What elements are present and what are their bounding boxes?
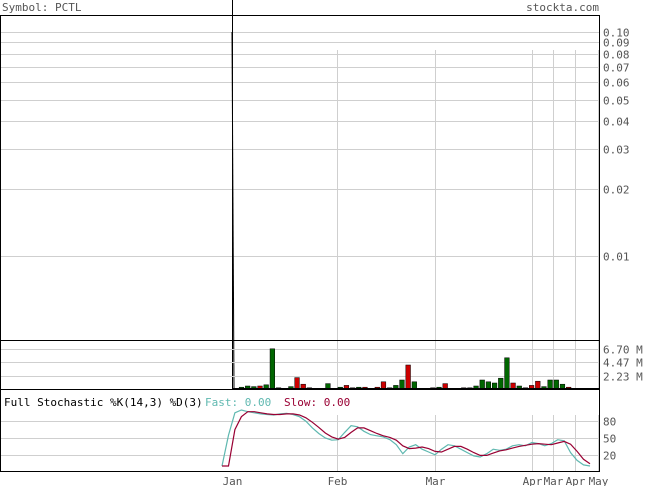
volume-bar (498, 377, 504, 390)
volume-bar (269, 348, 275, 390)
stochastic-tick-label: 20 (603, 450, 616, 463)
price-axis-ticks: 0.100.090.080.07 0.06 0.05 0.04 0.03 0.02 0.01 (603, 27, 630, 264)
volume-bar (504, 357, 510, 390)
volume-tick-label: 4.47 M (603, 357, 643, 370)
symbol-label: Symbol: PCTL (2, 1, 82, 14)
price-tick-label: 0.10 (603, 27, 630, 40)
volume-bar (380, 381, 387, 390)
volume-bar (547, 379, 553, 390)
stochastic-panel: 80 50 20 Full Stochastic %K(14,3) %D(3) Fa… (0, 389, 616, 472)
price-tick-label: 0.05 (603, 95, 630, 108)
x-tick-label: Jan (223, 475, 243, 486)
volume-bars (232, 348, 600, 390)
volume-bar (553, 379, 559, 390)
volume-bar (294, 377, 300, 390)
x-tick-label: Apr (523, 475, 543, 486)
x-tick-label: Apr (566, 475, 586, 486)
stochastic-tick-label: 50 (603, 433, 616, 446)
price-tick-label: 0.09 (603, 37, 630, 50)
volume-panel: 6.70 M4.47 M2.23 M (0, 340, 643, 390)
price-tick-label: 0.03 (603, 144, 630, 157)
volume-bar (479, 379, 485, 390)
price-frame (0, 15, 600, 341)
volume-tick-label: 2.23 M (603, 371, 643, 384)
price-tick-label: 0.08 (603, 49, 630, 62)
price-series (231, 0, 235, 390)
price-grid (1, 32, 600, 340)
price-tick-label: 0.04 (603, 116, 630, 129)
x-tick-label: May (589, 475, 609, 486)
volume-bar (411, 381, 417, 390)
stochastic-title: Full Stochastic %K(14,3) %D(3) (4, 396, 203, 409)
stochastic-axis-ticks: 80 50 20 (603, 416, 616, 463)
stochastic-frame (0, 389, 600, 472)
volume-axis-ticks: 6.70 M4.47 M2.23 M (603, 344, 643, 384)
volume-grid (1, 341, 600, 389)
slow-line (222, 411, 591, 467)
price-line-segment (231, 31, 235, 390)
volume-bar (485, 381, 491, 390)
stochastic-lines (221, 409, 591, 467)
volume-frame (0, 340, 600, 390)
slow-label: Slow: 0.00 (284, 396, 350, 409)
price-panel: 0.100.090.080.07 0.06 0.05 0.04 0.03 0.02 0.01 (0, 0, 630, 390)
price-tick-label: 0.07 (603, 62, 630, 75)
price-tick-label: 0.02 (603, 184, 630, 197)
x-tick-label: Mar (426, 475, 446, 486)
site-label: stockta.com (526, 1, 599, 14)
fast-label: Fast: 0.00 (205, 396, 271, 409)
x-tick-label: Feb (328, 475, 348, 486)
volume-bar (405, 364, 411, 390)
volume-bar (399, 379, 405, 390)
volume-bar (535, 380, 541, 390)
stochastic-tick-label: 80 (603, 416, 616, 429)
stochastic-grid (1, 415, 600, 471)
price-tick-label: 0.01 (603, 251, 630, 264)
x-tick-label: Mar (544, 475, 564, 486)
volume-tick-label: 6.70 M (603, 344, 643, 357)
price-tick-label: 0.06 (603, 77, 630, 90)
x-axis-ticks: Jan Feb Mar Apr Mar Apr May (223, 475, 609, 486)
